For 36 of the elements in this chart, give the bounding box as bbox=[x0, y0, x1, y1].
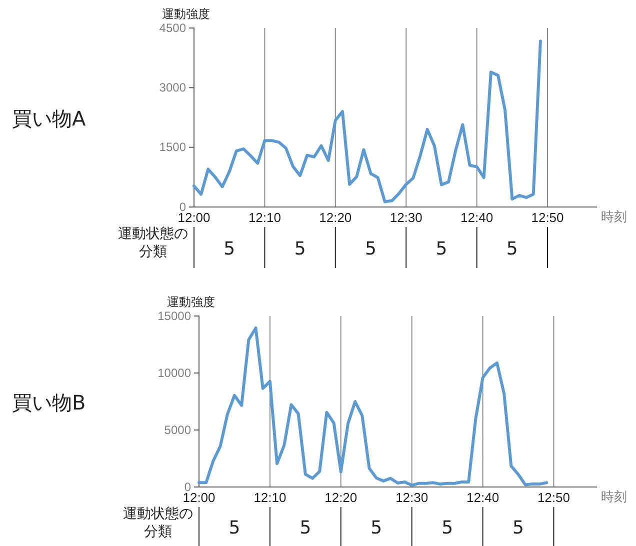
x-tick-label: 12:10 bbox=[248, 210, 281, 226]
text: 5 bbox=[512, 518, 524, 538]
text: 5 bbox=[224, 238, 236, 260]
x-tick-label: 12:10 bbox=[254, 490, 286, 506]
x-tick-label: 12:40 bbox=[466, 490, 500, 506]
text: 5 bbox=[370, 518, 382, 538]
text: 5 bbox=[365, 238, 376, 260]
line-series bbox=[192, 40, 542, 204]
text: 運動状態の分類 bbox=[122, 505, 194, 541]
x-tick-label: 12:50 bbox=[537, 490, 570, 506]
y-tick-label: 3000 bbox=[159, 80, 186, 95]
y-axis-title: 運動強度 bbox=[167, 295, 215, 309]
y-tick-label: 4500 bbox=[159, 20, 186, 35]
x-tick-label: 12:30 bbox=[396, 490, 428, 506]
text: 買い物B bbox=[12, 390, 86, 414]
text: 買い物A bbox=[12, 106, 86, 130]
x-axis-title: 時刻 bbox=[601, 490, 627, 505]
y-tick-label: 1500 bbox=[159, 140, 186, 154]
text: 運動状態の分類 bbox=[117, 225, 189, 261]
x-axis-title: 時刻 bbox=[601, 210, 627, 225]
y-tick-label: 5000 bbox=[164, 422, 192, 437]
y-axis-title: 運動強度 bbox=[162, 7, 210, 21]
x-tick-label: 12:50 bbox=[531, 210, 564, 226]
y-tick-label: 10000 bbox=[158, 366, 192, 380]
x-tick-label: 12:20 bbox=[319, 210, 352, 226]
text: 5 bbox=[300, 518, 312, 538]
x-tick-label: 12:20 bbox=[324, 490, 358, 506]
text: 5 bbox=[294, 238, 306, 260]
line-series bbox=[198, 326, 548, 487]
x-tick-label: 12:30 bbox=[390, 210, 422, 226]
text: 5 bbox=[228, 518, 240, 538]
text: 5 bbox=[506, 238, 518, 260]
text: 5 bbox=[442, 518, 454, 538]
x-tick-label: 12:40 bbox=[460, 210, 494, 226]
y-tick-label: 15000 bbox=[158, 308, 192, 323]
text: 5 bbox=[436, 238, 448, 260]
